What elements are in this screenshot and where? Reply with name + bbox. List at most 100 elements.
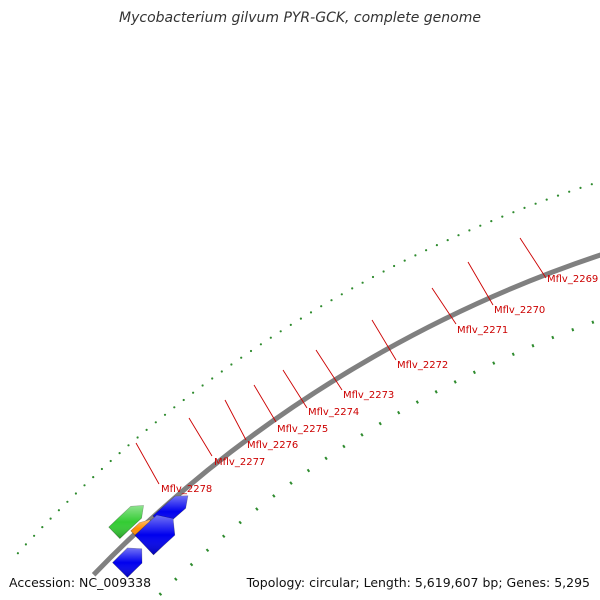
gene-feature-inner-shade: [112, 547, 143, 578]
scale-dot: [393, 264, 396, 268]
scale-dot: [501, 215, 504, 218]
inner-tick: [205, 548, 210, 553]
leader-line: [519, 237, 547, 279]
scale-dot: [145, 428, 148, 431]
scale-dot: [24, 543, 27, 546]
gene-feature-inner-shade: [134, 515, 175, 555]
accession-text: Accession: NC_009338: [9, 575, 152, 590]
scale-dot: [127, 444, 130, 447]
gene-label: Mflv_2270: [494, 305, 545, 316]
scale-dot: [289, 323, 292, 326]
inner-tick: [255, 507, 259, 511]
scale-dot: [92, 476, 95, 479]
inner-tick: [342, 444, 346, 449]
scale-dot: [512, 211, 515, 214]
inner-tick: [472, 370, 476, 375]
scale-dot: [403, 259, 406, 262]
leader-line: [315, 349, 343, 391]
gene-label: Mflv_2273: [343, 390, 394, 401]
scale-dot: [468, 229, 471, 232]
scale-dot: [330, 299, 333, 302]
scale-dot: [479, 224, 482, 227]
inner-tick: [492, 361, 496, 365]
scale-dot: [49, 517, 52, 520]
scale-dot: [220, 370, 223, 373]
leader-line: [224, 399, 247, 441]
scale-dot: [100, 467, 103, 471]
gene-feature-outer-shade: [130, 519, 151, 539]
inner-tick: [511, 352, 515, 357]
scale-dot: [74, 492, 77, 495]
scale-dot: [66, 500, 69, 503]
inner-tick: [453, 380, 457, 384]
scale-dot: [249, 349, 253, 353]
scale-dot: [545, 198, 548, 201]
inner-tick: [289, 481, 293, 485]
inner-tick: [238, 520, 242, 525]
inner-tick: [221, 534, 226, 539]
scale-dot: [534, 202, 537, 205]
page-title: Mycobacterium gilvum PYR-GCK, complete g…: [119, 10, 481, 26]
gene-features: [108, 495, 189, 578]
scale-dot: [382, 270, 385, 273]
inner-tick: [591, 320, 595, 324]
scale-dot: [457, 234, 460, 237]
scale-dot: [154, 421, 157, 424]
scale-dot: [320, 305, 323, 308]
gene-label: Mflv_2271: [457, 325, 508, 336]
scale-dot: [425, 249, 428, 252]
scale-dot: [33, 534, 36, 537]
scale-dot: [490, 220, 493, 223]
inner-tick: [415, 400, 419, 404]
scale-dot: [361, 281, 364, 284]
scale-dot: [118, 452, 121, 455]
scale-dot: [579, 186, 582, 189]
scale-dot: [240, 356, 243, 359]
inner-tick: [531, 343, 535, 348]
scale-dot: [173, 406, 176, 409]
scale-dot: [192, 391, 195, 394]
inner-tick: [158, 592, 163, 596]
scale-dot: [446, 239, 449, 242]
leader-line: [467, 261, 494, 306]
inner-tick: [272, 494, 276, 498]
scale-dot: [523, 206, 526, 209]
leader-line: [371, 319, 397, 361]
scale-dot: [568, 190, 571, 193]
scale-dot: [269, 336, 272, 339]
scale-dot: [309, 311, 313, 314]
scale-dot: [299, 317, 302, 320]
scale-dot: [136, 436, 139, 439]
scale-dot: [41, 526, 44, 529]
genome-summary: Topology: circular; Length: 5,619,607 bp…: [246, 575, 590, 590]
gene-label: Mflv_2275: [277, 424, 328, 435]
inner-tick: [174, 577, 178, 581]
scale-dot: [211, 377, 214, 380]
gene-label: Mflv_2277: [214, 457, 265, 468]
leader-line: [135, 442, 160, 485]
inner-tick: [189, 562, 194, 567]
scale-dot: [590, 183, 593, 186]
scale-dot: [556, 194, 560, 197]
scale-dot: [83, 484, 86, 487]
scale-dot: [435, 244, 438, 247]
scale-dot: [109, 459, 112, 463]
gene-label: Mflv_2278: [161, 484, 212, 495]
inner-tick: [360, 433, 364, 437]
gene-label: Mflv_2272: [397, 360, 448, 371]
scale-dot: [16, 552, 19, 555]
genome-backbone: [91, 252, 600, 577]
inner-tick: [434, 390, 438, 394]
inner-tick: [571, 327, 575, 332]
gene-label: Mflv_2274: [308, 407, 359, 418]
gene-label: Mflv_2269: [547, 274, 598, 285]
scale-dot: [163, 413, 167, 416]
scale-dot: [279, 330, 282, 333]
scale-dot: [259, 343, 262, 346]
inner-tick: [378, 421, 382, 426]
scale-dot: [201, 384, 204, 387]
gene-feature-outer-shade: [108, 505, 144, 539]
leader-line: [282, 369, 308, 409]
scale-dot: [340, 293, 343, 296]
